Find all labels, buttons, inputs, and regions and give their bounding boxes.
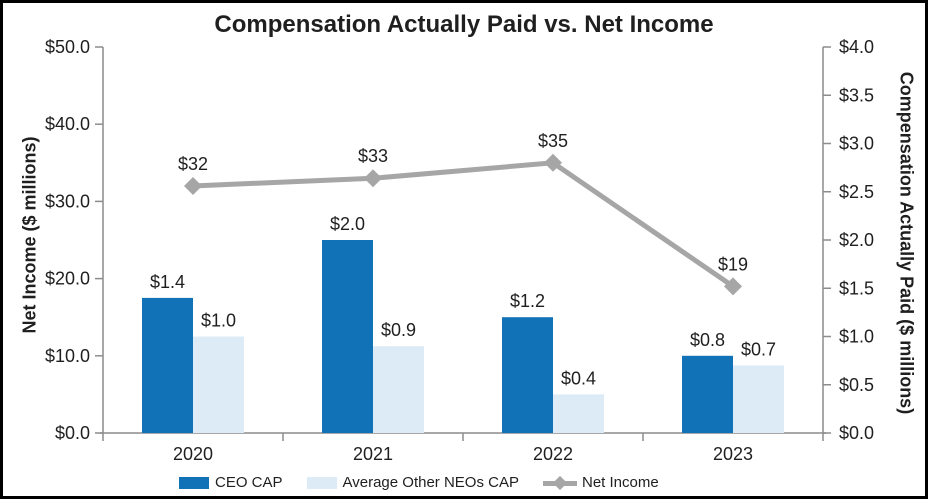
left-axis-tick-label: $30.0 bbox=[45, 191, 90, 211]
right-axis-title: Compensation Actually Paid ($ millions) bbox=[896, 71, 917, 415]
bar-data-label: $2.0 bbox=[330, 214, 365, 234]
bar-avg-neos-cap bbox=[193, 336, 244, 433]
line-data-label: $33 bbox=[358, 146, 388, 166]
legend-label-net-income: Net Income bbox=[581, 474, 659, 491]
plot-area: $0.0 $10.0 $20.0 $30.0 $40.0 $50.0 $0.0 $0.5 $1.… bbox=[45, 37, 874, 464]
left-axis-tick-label: $40.0 bbox=[45, 114, 90, 134]
legend-label-avg-neos-cap: Average Other NEOs CAP bbox=[342, 474, 519, 491]
bar-ceo-cap bbox=[502, 317, 553, 433]
right-axis-tick-label: $0.0 bbox=[839, 423, 874, 443]
bar-ceo-cap bbox=[322, 240, 373, 433]
bar-data-label: $0.4 bbox=[561, 368, 596, 388]
ceo-cap-swatch-icon bbox=[179, 476, 209, 489]
avg-neos-cap-swatch-icon bbox=[306, 476, 337, 489]
bar-data-label: $1.2 bbox=[510, 291, 545, 311]
line-data-label: $35 bbox=[538, 131, 568, 151]
bar-ceo-cap bbox=[142, 297, 193, 433]
bar-avg-neos-cap bbox=[553, 394, 604, 433]
left-axis-tick-label: $0.0 bbox=[55, 423, 90, 443]
right-axis-tick-label: $2.0 bbox=[839, 230, 874, 250]
legend-label-ceo-cap: CEO CAP bbox=[215, 474, 283, 491]
legend-item-avg-neos-cap: Average Other NEOs CAP bbox=[306, 474, 519, 491]
left-axis-tick-label: $20.0 bbox=[45, 269, 90, 289]
right-axis-tick-label: $1.5 bbox=[839, 278, 874, 298]
x-axis-category-label: 2023 bbox=[713, 444, 753, 464]
net-income-marker-icon bbox=[544, 153, 562, 172]
bar-ceo-cap bbox=[682, 355, 733, 433]
net-income-marker-icon bbox=[184, 176, 202, 195]
bar-data-label: $0.8 bbox=[690, 330, 725, 350]
left-axis-tick-label: $50.0 bbox=[45, 37, 90, 57]
right-axis-tick-label: $0.5 bbox=[839, 375, 874, 395]
bar-avg-neos-cap bbox=[733, 365, 784, 433]
chart-title: Compensation Actually Paid vs. Net Incom… bbox=[214, 11, 714, 38]
net-income-marker-icon bbox=[364, 169, 382, 188]
bar-data-label: $0.7 bbox=[741, 339, 776, 359]
left-axis-tick-label: $10.0 bbox=[45, 346, 90, 366]
right-axis-tick-label: $1.0 bbox=[839, 327, 874, 347]
right-axis-tick-label: $2.5 bbox=[839, 182, 874, 202]
bar-avg-neos-cap bbox=[373, 346, 424, 433]
left-axis-title: Net Income ($ millions) bbox=[19, 136, 40, 334]
net-income-marker-icon bbox=[724, 277, 742, 296]
bar-data-label: $1.4 bbox=[150, 272, 185, 292]
net-income-line bbox=[192, 160, 735, 289]
x-axis-category-label: 2022 bbox=[533, 444, 573, 464]
net-income-line-marker-icon bbox=[542, 475, 577, 490]
bar-data-label: $1.0 bbox=[201, 311, 236, 331]
right-axis-tick-label: $3.5 bbox=[839, 85, 874, 105]
right-axis-tick-label: $3.0 bbox=[839, 134, 874, 154]
x-axis-category-label: 2021 bbox=[353, 444, 393, 464]
line-data-label: $32 bbox=[178, 154, 208, 174]
right-axis-tick-label: $4.0 bbox=[839, 37, 874, 57]
legend-item-net-income: Net Income bbox=[542, 474, 659, 491]
line-data-label: $19 bbox=[718, 254, 748, 274]
bar-data-label: $0.9 bbox=[381, 320, 416, 340]
legend-item-ceo-cap: CEO CAP bbox=[179, 474, 283, 491]
x-axis-category-label: 2020 bbox=[173, 444, 213, 464]
legend: CEO CAP Average Other NEOs CAP Net Incom… bbox=[179, 474, 659, 491]
